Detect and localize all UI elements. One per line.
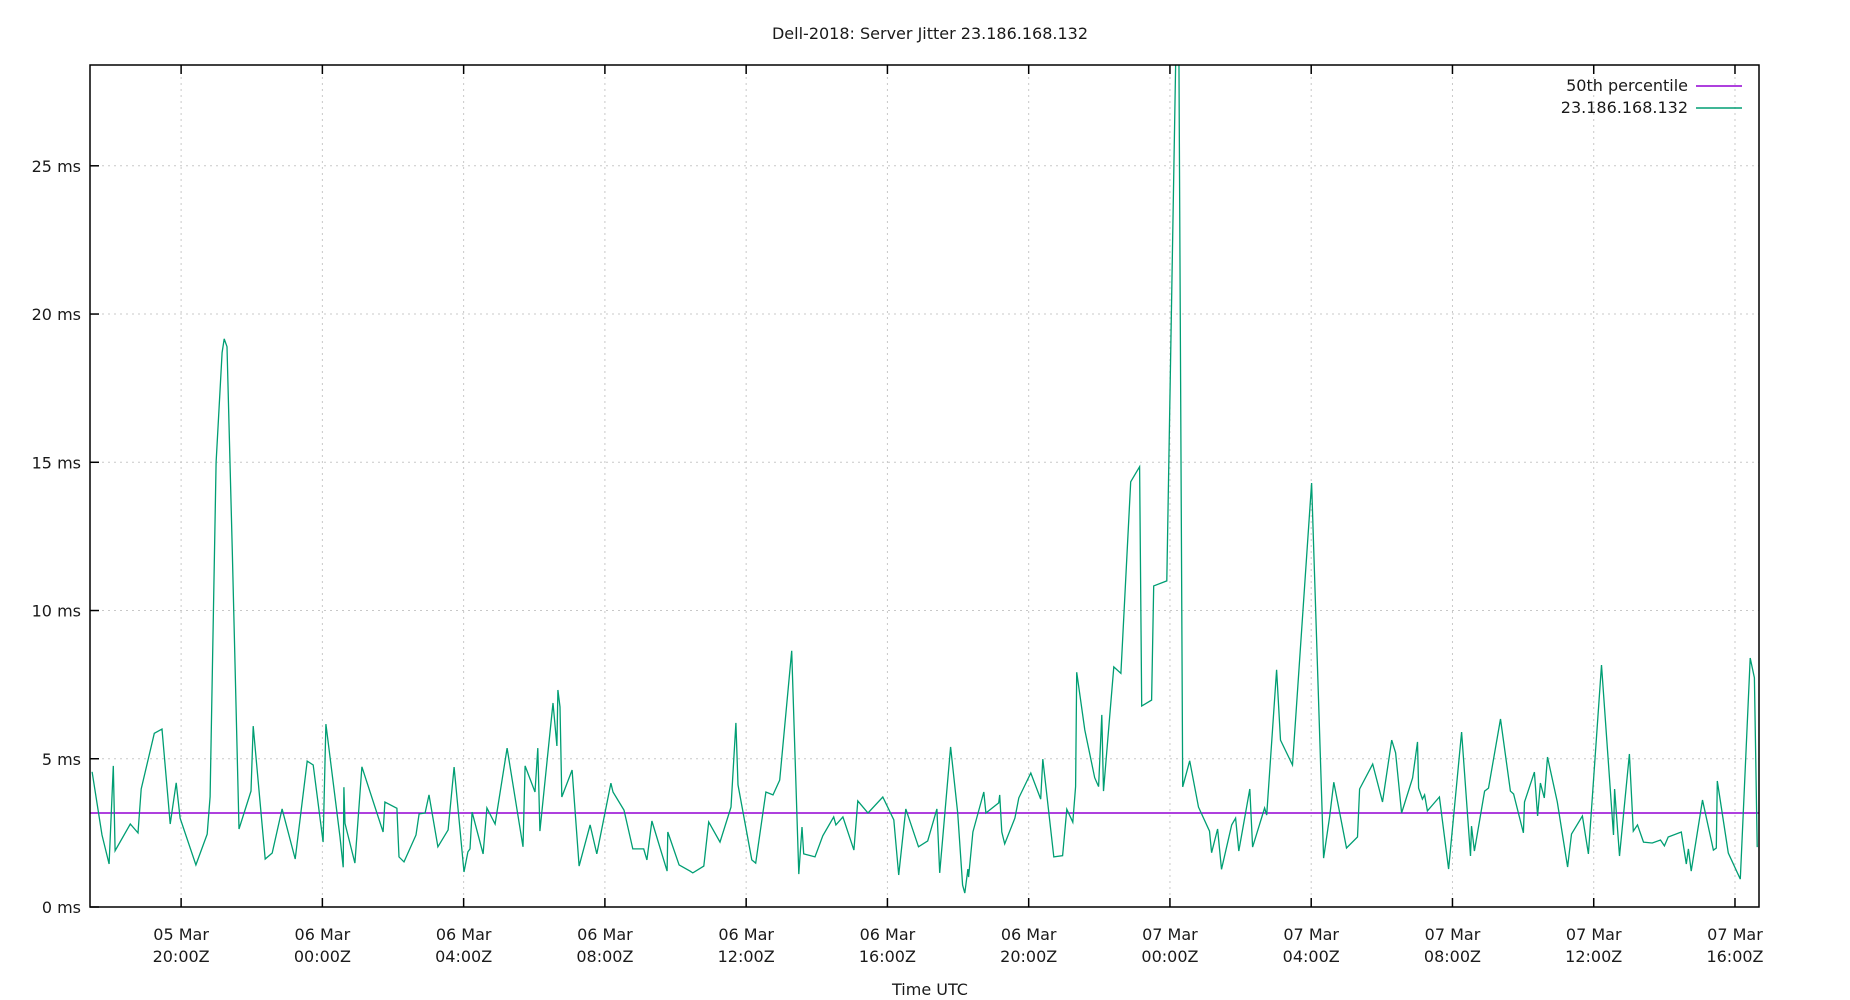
x-tick-time: 16:00Z — [859, 947, 916, 966]
x-tick-time: 20:00Z — [1000, 947, 1057, 966]
x-tick-time: 16:00Z — [1706, 947, 1763, 966]
x-tick-date: 07 Mar — [1566, 925, 1622, 944]
x-tick-time: 20:00Z — [153, 947, 210, 966]
chart-title: Dell-2018: Server Jitter 23.186.168.132 — [772, 24, 1088, 43]
y-tick-label: 5 ms — [42, 750, 81, 769]
y-tick-label: 20 ms — [32, 305, 81, 324]
x-tick-time: 04:00Z — [1283, 947, 1340, 966]
y-tick-label: 25 ms — [32, 157, 81, 176]
legend-label-median: 50th percentile — [1566, 76, 1688, 95]
x-tick-time: 00:00Z — [1141, 947, 1198, 966]
x-tick-date: 05 Mar — [153, 925, 209, 944]
x-tick-date: 06 Mar — [860, 925, 916, 944]
y-tick-label: 15 ms — [32, 453, 81, 472]
x-tick-time: 08:00Z — [1424, 947, 1481, 966]
x-tick-date: 06 Mar — [436, 925, 492, 944]
x-axis: 05 Mar 20:00Z 06 Mar 00:00Z 06 Mar 04:00Z 06 M… — [153, 65, 1764, 966]
x-tick-date: 07 Mar — [1283, 925, 1339, 944]
x-tick-date: 06 Mar — [295, 925, 351, 944]
x-tick-date: 06 Mar — [577, 925, 633, 944]
x-tick-time: 12:00Z — [1565, 947, 1622, 966]
x-tick-time: 00:00Z — [294, 947, 351, 966]
y-axis: 0 ms 5 ms 10 ms 15 ms 20 ms 25 ms — [32, 157, 99, 917]
y-tick-label: 10 ms — [32, 602, 81, 621]
legend: 50th percentile 23.186.168.132 — [1561, 76, 1742, 117]
x-tick-date: 06 Mar — [1001, 925, 1057, 944]
y-tick-label: 0 ms — [42, 898, 81, 917]
x-axis-label: Time UTC — [891, 980, 968, 999]
x-tick-date: 07 Mar — [1707, 925, 1763, 944]
legend-label-series: 23.186.168.132 — [1561, 98, 1688, 117]
x-tick-time: 08:00Z — [576, 947, 633, 966]
plot-border — [89, 64, 1760, 908]
jitter-series-line — [91, 65, 1758, 894]
x-tick-date: 07 Mar — [1425, 925, 1481, 944]
x-tick-time: 04:00Z — [435, 947, 492, 966]
x-tick-date: 07 Mar — [1142, 925, 1198, 944]
x-tick-date: 06 Mar — [718, 925, 774, 944]
x-tick-time: 12:00Z — [718, 947, 775, 966]
